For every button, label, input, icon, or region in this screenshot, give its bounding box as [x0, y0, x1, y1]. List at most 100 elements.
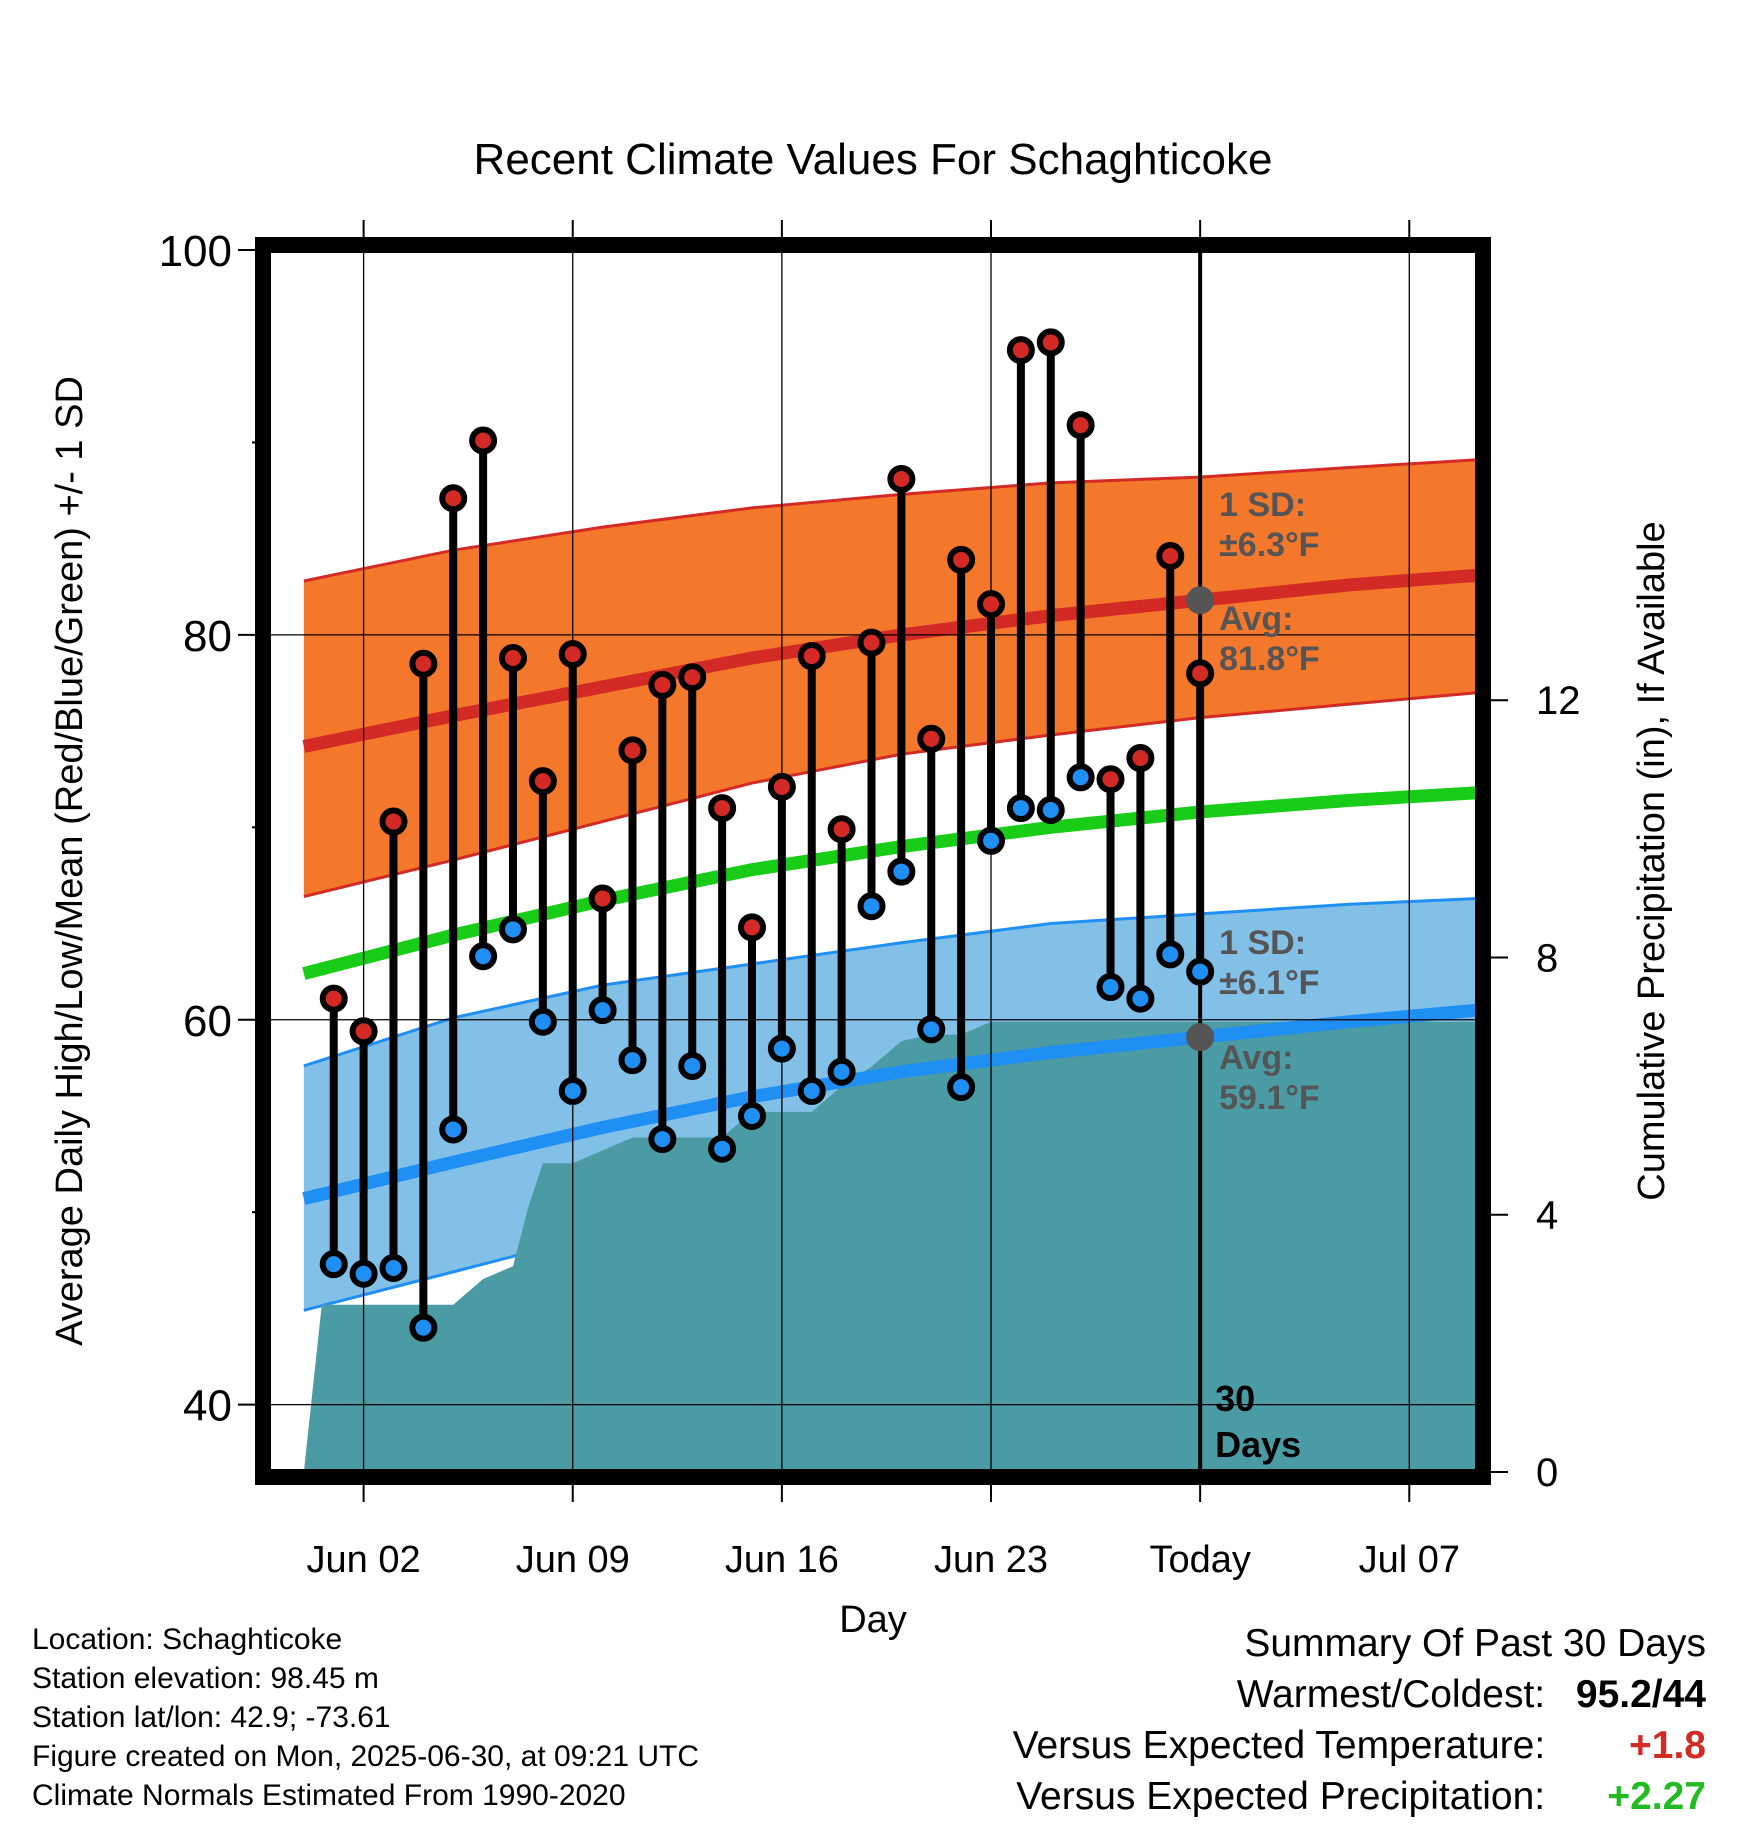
chart-title: Recent Climate Values For Schaghticoke [474, 135, 1273, 184]
y-tick-label: 60 [183, 997, 232, 1046]
daily-low-point [618, 1046, 647, 1075]
station-info: Location: Schaghticoke Station elevation… [32, 1620, 699, 1815]
daily-low-point [917, 1015, 946, 1044]
daily-high-point [409, 649, 438, 678]
daily-high-point [827, 815, 856, 844]
today-low-normal-point [1186, 1023, 1215, 1052]
precip-versus-value: +2.27 [1607, 1775, 1706, 1818]
high-sd-annotation: 1 SD: [1219, 486, 1306, 524]
daily-high-point [1096, 765, 1125, 794]
daily-low-point [947, 1073, 976, 1102]
y-tick-label: 80 [183, 612, 232, 661]
daily-low-point [708, 1134, 737, 1163]
daily-high-point [1066, 411, 1095, 440]
daily-high-point [977, 590, 1006, 619]
y2-tick-label: 8 [1536, 936, 1558, 980]
daily-low-point [977, 826, 1006, 855]
elevation-text: Station elevation: 98.45 m [32, 1662, 379, 1695]
daily-high-point [1156, 541, 1185, 570]
x-axis-label: Day [839, 1599, 907, 1641]
daily-low-point [528, 1007, 557, 1036]
low-avg-annotation: Avg: [1219, 1039, 1293, 1077]
daily-low-point [1186, 957, 1215, 986]
daily-high-point [708, 794, 737, 823]
daily-high-point [797, 642, 826, 671]
days-count-label: Days [1215, 1424, 1301, 1465]
temp-versus-value: +1.8 [1629, 1724, 1706, 1767]
low-sd-annotation: ±6.1°F [1219, 964, 1319, 1002]
daily-low-point [349, 1259, 378, 1288]
created-text: Figure created on Mon, 2025-06-30, at 09… [32, 1740, 700, 1773]
daily-high-point [349, 1017, 378, 1046]
daily-high-point [618, 736, 647, 765]
latlon-text: Station lat/lon: 42.9; -73.61 [32, 1701, 391, 1734]
warmest-coldest-value: 95.2/44 [1575, 1673, 1706, 1716]
daily-low-point [1036, 796, 1065, 825]
high-sd-band-fill [303, 459, 1478, 897]
daily-low-point [678, 1051, 707, 1080]
daily-high-point [498, 643, 527, 672]
daily-high-point [648, 670, 677, 699]
daily-high-point [319, 984, 348, 1013]
daily-low-point [1006, 794, 1035, 823]
daily-low-point [827, 1057, 856, 1086]
daily-low-point [469, 942, 498, 971]
daily-low-point [558, 1076, 587, 1105]
low-sd-annotation: 1 SD: [1219, 924, 1306, 962]
daily-low-point [409, 1313, 438, 1342]
normals-source-text: Climate Normals Estimated From 1990-2020 [32, 1779, 626, 1812]
y-axis-label: Average Daily High/Low/Mean (Red/Blue/Gr… [49, 376, 91, 1346]
today-high-normal-point [1186, 586, 1215, 615]
daily-high-point [1186, 659, 1215, 688]
temp-versus-label: Versus Expected Temperature: [1012, 1724, 1546, 1767]
daily-low-point [1066, 763, 1095, 792]
precip-versus-label: Versus Expected Precipitation: [1016, 1775, 1546, 1818]
daily-low-point [1156, 940, 1185, 969]
daily-high-point [1126, 744, 1155, 773]
x-tick-label: Jun 16 [725, 1539, 839, 1581]
daily-high-point [528, 767, 557, 796]
daily-high-point [678, 663, 707, 692]
daily-low-point [857, 892, 886, 921]
daily-low-point [738, 1101, 766, 1130]
daily-low-point [797, 1076, 826, 1105]
high-avg-annotation: Avg: [1219, 600, 1293, 638]
x-tick-label: Jun 23 [934, 1539, 1048, 1581]
warmest-coldest-row: Warmest/Coldest: 95.2/44 [1013, 1669, 1706, 1720]
y2-tick-label: 12 [1536, 679, 1581, 723]
daily-high-point [738, 913, 766, 942]
days-count-label: 30 [1215, 1378, 1255, 1419]
low-sd-band-upper-edge [303, 897, 1478, 1068]
y2-axis-label: Cumulative Precipitation (in), If Availa… [1631, 521, 1673, 1200]
daily-low-point [648, 1125, 677, 1154]
daily-high-point [558, 640, 587, 669]
daily-low-point [319, 1250, 348, 1279]
y-tick-label: 100 [159, 227, 232, 276]
low-avg-annotation: 59.1°F [1219, 1079, 1320, 1117]
daily-low-point [1096, 973, 1125, 1002]
location-text: Location: Schaghticoke [32, 1623, 343, 1656]
daily-high-point [379, 807, 408, 836]
daily-low-point [439, 1115, 468, 1144]
high-sd-annotation: ±6.3°F [1219, 526, 1319, 564]
high-avg-annotation: 81.8°F [1219, 640, 1320, 678]
daily-high-point [439, 484, 468, 513]
temp-versus-row: Versus Expected Temperature: +1.8 [1013, 1720, 1706, 1771]
daily-high-point [947, 545, 976, 574]
plot-frame [255, 237, 1491, 1485]
x-tick-label: Jun 09 [516, 1539, 630, 1581]
y2-tick-label: 0 [1536, 1451, 1558, 1495]
warmest-coldest-label: Warmest/Coldest: [1236, 1673, 1546, 1716]
daily-high-point [917, 724, 946, 753]
daily-high-point [1036, 328, 1065, 357]
daily-low-point [498, 915, 527, 944]
y-tick-label: 40 [183, 1382, 232, 1431]
daily-high-point [469, 426, 498, 455]
daily-high-point [767, 772, 796, 801]
daily-low-point [588, 996, 617, 1025]
daily-low-point [887, 857, 916, 886]
daily-low-point [1126, 984, 1155, 1013]
daily-high-point [857, 628, 886, 657]
y2-tick-label: 4 [1536, 1194, 1558, 1238]
